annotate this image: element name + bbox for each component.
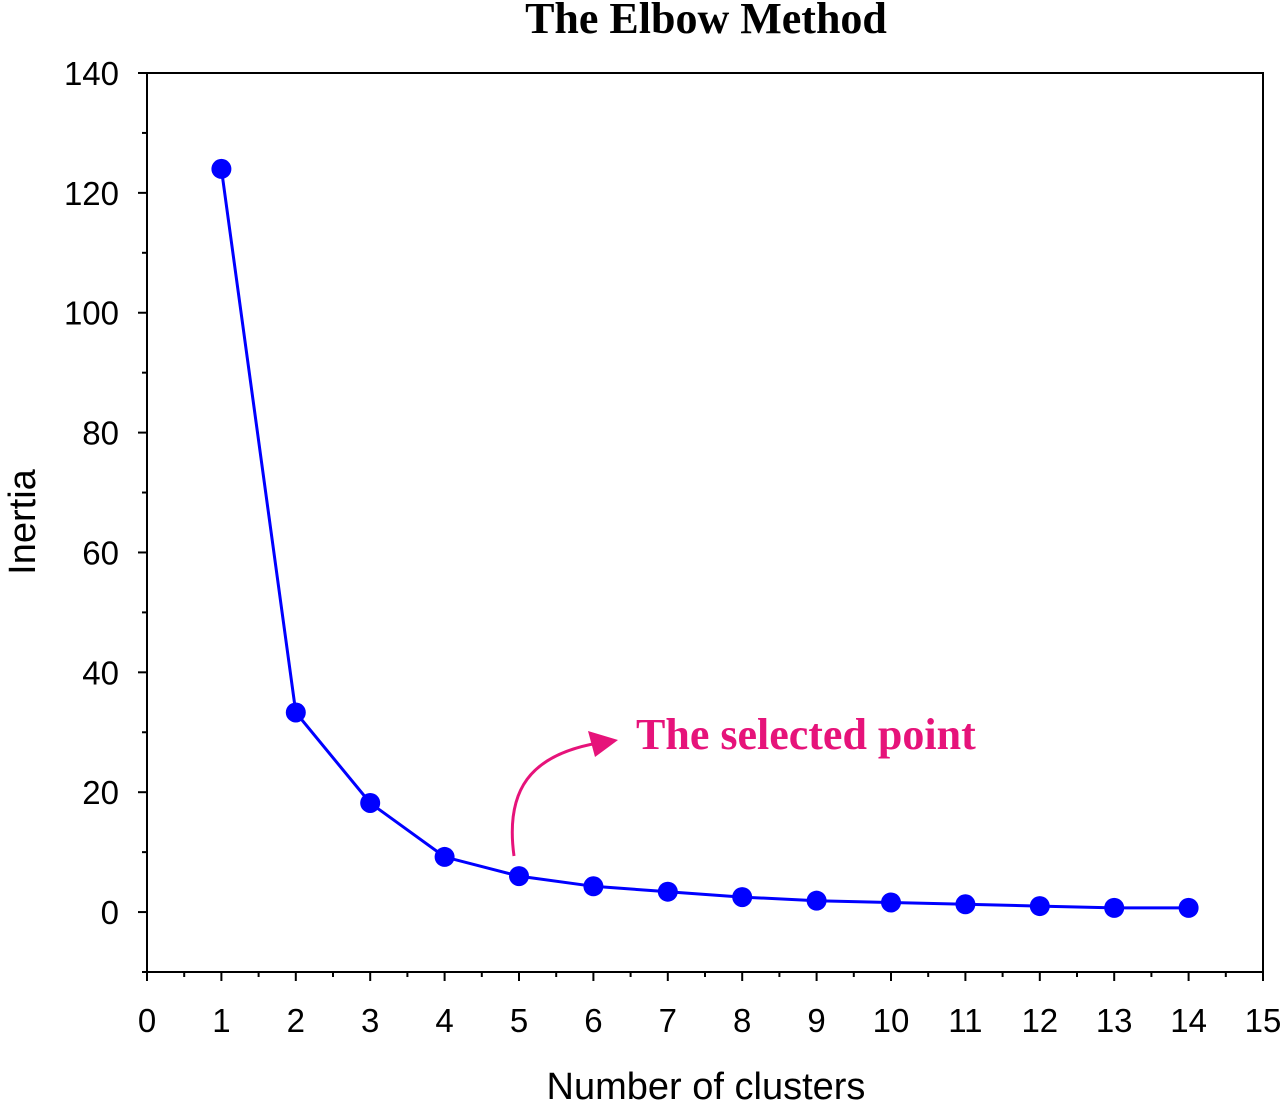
data-point <box>583 876 604 897</box>
x-tick-label: 6 <box>584 1002 602 1039</box>
y-tick-label: 140 <box>64 55 119 92</box>
y-tick-label: 20 <box>82 774 119 811</box>
data-point <box>434 846 455 867</box>
annotation: The selected point <box>510 710 976 857</box>
data-point <box>1178 897 1199 918</box>
x-tick-label: 8 <box>733 1002 751 1039</box>
data-point <box>285 702 306 723</box>
y-axis-label: Inertia <box>2 468 44 574</box>
annotation-arrow <box>510 741 599 857</box>
data-point <box>211 158 232 179</box>
chart-title: The Elbow Method <box>525 0 887 43</box>
series-line <box>219 168 1189 910</box>
data-series <box>211 158 1199 918</box>
x-tick-label: 4 <box>435 1002 453 1039</box>
annotation-arrowhead <box>588 731 618 757</box>
data-point <box>955 894 976 915</box>
y-tick-label: 120 <box>64 175 119 212</box>
annotation-text: The selected point <box>636 710 976 759</box>
x-axis-label: Number of clusters <box>547 1066 866 1105</box>
data-point <box>360 792 381 813</box>
data-point <box>509 866 529 887</box>
y-tick-label: 100 <box>64 295 119 332</box>
data-point <box>657 881 678 902</box>
y-tick-label: 0 <box>101 894 119 931</box>
x-tick-label: 15 <box>1245 1002 1282 1039</box>
x-tick-label: 1 <box>212 1002 230 1039</box>
x-tick-label: 2 <box>287 1002 305 1039</box>
data-point <box>1104 897 1125 918</box>
x-tick-label: 7 <box>659 1002 677 1039</box>
plot-frame <box>146 72 1264 973</box>
x-tick-label: 11 <box>948 1002 982 1039</box>
data-point <box>1029 896 1050 917</box>
data-point <box>881 892 901 913</box>
y-tick-label: 80 <box>82 415 119 452</box>
x-tick-label: 3 <box>361 1002 379 1039</box>
x-tick-label: 9 <box>807 1002 825 1039</box>
x-tick-label: 13 <box>1096 1002 1133 1039</box>
x-tick-label: 14 <box>1170 1002 1207 1039</box>
y-tick-label: 60 <box>82 534 119 571</box>
x-tick-label: 5 <box>510 1002 528 1039</box>
x-tick-label: 12 <box>1021 1002 1058 1039</box>
data-point <box>806 890 827 911</box>
y-tick-label: 40 <box>82 654 119 691</box>
data-point <box>732 887 753 908</box>
x-tick-label: 0 <box>138 1002 156 1039</box>
x-tick-label: 10 <box>873 1002 910 1039</box>
